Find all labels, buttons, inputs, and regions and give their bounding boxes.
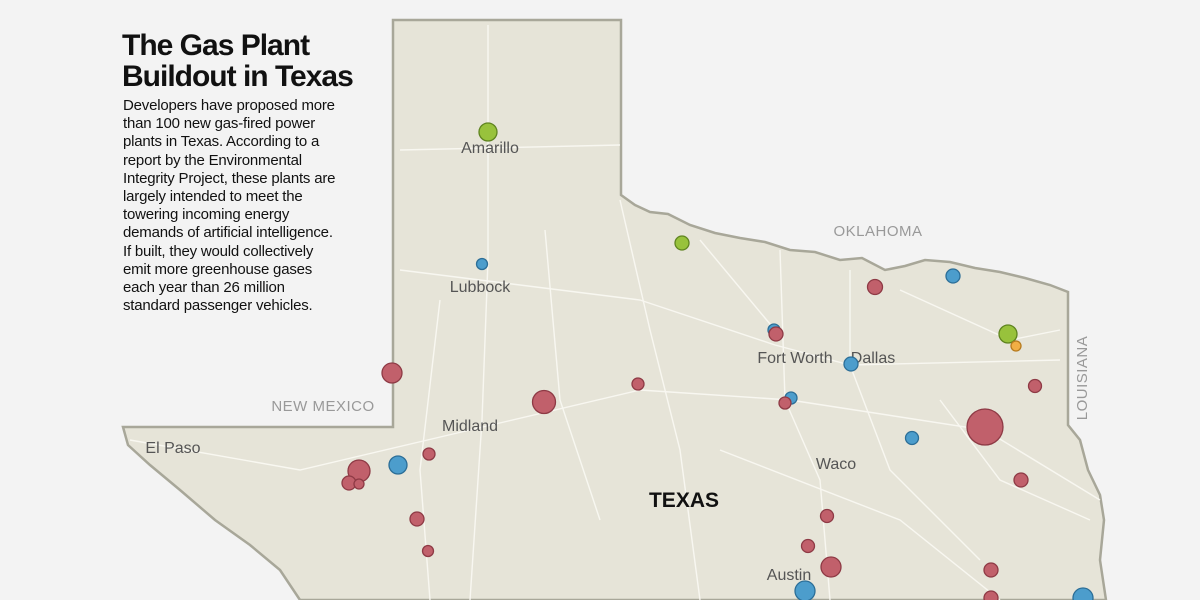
plant (409, 511, 425, 527)
description-line: largely intended to meet the (123, 188, 303, 206)
plants (341, 122, 1094, 600)
neighbor-label: NEW MEXICO (271, 398, 374, 415)
description-line: If built, they would collectively (123, 242, 314, 260)
city-label: Waco (816, 456, 856, 473)
plant (794, 580, 816, 600)
description-line: than 100 new gas-fired power (123, 115, 316, 133)
plant (353, 478, 365, 490)
city-label: Fort Worth (757, 350, 832, 367)
plant (768, 326, 784, 342)
texas-outline (121, 18, 1108, 600)
title: The Gas Plant Buildout in Texas (122, 29, 354, 93)
plant (1072, 587, 1094, 600)
title-line: Buildout in Texas (122, 60, 354, 93)
plant (1013, 472, 1029, 488)
description-line: plants in Texas. According to a (123, 133, 320, 151)
city-label: Lubbock (450, 279, 511, 296)
city-label: El Paso (145, 440, 200, 457)
plant (1027, 378, 1043, 394)
title-line: The Gas Plant (122, 29, 310, 62)
plant (904, 430, 920, 446)
city-label: Austin (767, 567, 811, 584)
plant (381, 362, 403, 384)
plant (531, 389, 557, 415)
city-label: Amarillo (461, 140, 519, 157)
plant (475, 257, 489, 271)
plant (866, 278, 884, 296)
description-line: demands of artificial intelligence. (123, 224, 333, 242)
description-line: Integrity Project, these plants are (123, 169, 336, 187)
city-label: Dallas (851, 350, 895, 367)
plant (778, 396, 792, 410)
state-label: TEXAS (649, 489, 719, 512)
plant (478, 122, 498, 142)
plant (998, 324, 1018, 344)
plant (819, 508, 835, 524)
plant (674, 235, 690, 251)
description-line: towering incoming energy (123, 206, 290, 224)
plant (843, 356, 859, 372)
plant (983, 562, 999, 578)
neighbor-label: OKLAHOMA (833, 223, 922, 240)
description-line: standard passenger vehicles. (123, 297, 313, 315)
plant (945, 268, 961, 284)
plant (422, 447, 436, 461)
description-line: emit more greenhouse gases (123, 260, 313, 278)
plant (800, 538, 816, 554)
description: Developers have proposed more than 100 ne… (123, 97, 335, 315)
plant (388, 455, 408, 475)
plant (966, 408, 1004, 446)
plant (820, 556, 842, 578)
plant (631, 377, 645, 391)
description-line: each year than 26 million (123, 279, 285, 297)
description-line: report by the Environmental (123, 151, 302, 169)
plant (421, 544, 435, 558)
plant (1010, 340, 1022, 352)
neighbor-label: LOUISIANA (1074, 336, 1091, 421)
city-label: Midland (442, 418, 498, 435)
description-line: Developers have proposed more (123, 97, 335, 114)
plant (983, 590, 999, 600)
